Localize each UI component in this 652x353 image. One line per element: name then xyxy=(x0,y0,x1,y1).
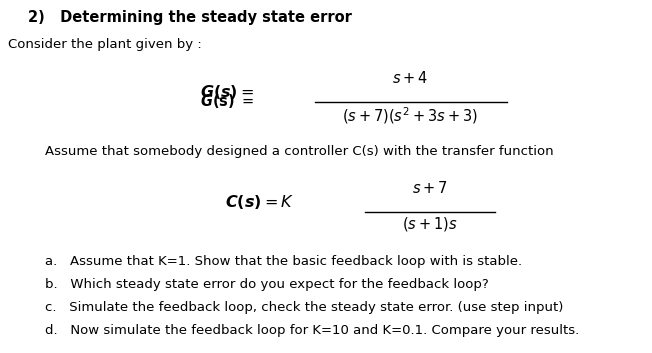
Text: d.   Now simulate the feedback loop for K=10 and K=0.1. Compare your results.: d. Now simulate the feedback loop for K=… xyxy=(45,324,579,337)
Text: Consider the plant given by :: Consider the plant given by : xyxy=(8,38,201,51)
Text: b.   Which steady state error do you expect for the feedback loop?: b. Which steady state error do you expec… xyxy=(45,278,489,291)
Text: Assume that somebody designed a controller C(s) with the transfer function: Assume that somebody designed a controll… xyxy=(45,145,554,158)
Text: a.   Assume that K=1. Show that the basic feedback loop with is stable.: a. Assume that K=1. Show that the basic … xyxy=(45,255,522,268)
Text: $s+4$: $s+4$ xyxy=(392,70,428,86)
Text: $(s+1)s$: $(s+1)s$ xyxy=(402,215,458,233)
Text: $s+7$: $s+7$ xyxy=(412,180,448,196)
Text: $\bfit{G}$$\mathbf{(s)}$ $=$: $\bfit{G}$$\mathbf{(s)}$ $=$ xyxy=(200,92,254,110)
Text: $(s+7)(s^2+3s+3)$: $(s+7)(s^2+3s+3)$ xyxy=(342,105,478,126)
Text: 2)   Determining the steady state error: 2) Determining the steady state error xyxy=(28,10,352,25)
Text: $\boldsymbol{C(s)}=K$: $\boldsymbol{C(s)}=K$ xyxy=(225,193,294,211)
Text: $\boldsymbol{G(s)}=$: $\boldsymbol{G(s)}=$ xyxy=(200,83,254,101)
Text: c.   Simulate the feedback loop, check the steady state error. (use step input): c. Simulate the feedback loop, check the… xyxy=(45,301,563,314)
